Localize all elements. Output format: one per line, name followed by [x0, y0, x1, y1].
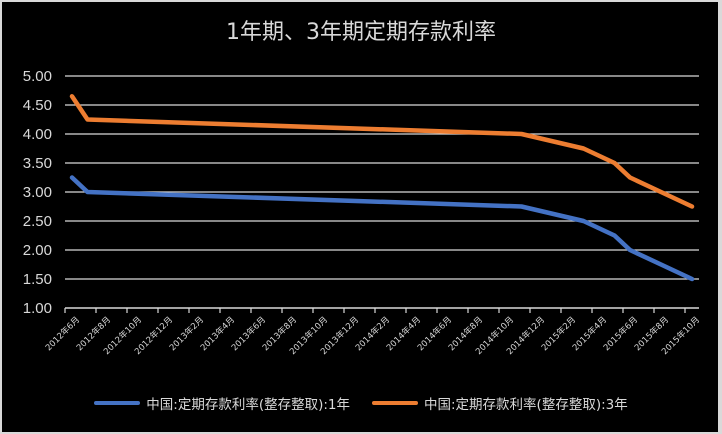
legend: 中国:定期存款利率(整存整取):1年 中国:定期存款利率(整存整取):3年	[0, 393, 722, 413]
legend-swatch-orange	[372, 401, 418, 405]
y-tick-label: 3.50	[23, 155, 52, 172]
legend-label-3year: 中国:定期存款利率(整存整取):3年	[424, 397, 628, 413]
chart-title: 1年期、3年期定期存款利率	[226, 20, 496, 45]
series-line-0	[69, 175, 695, 282]
y-tick-label: 2.00	[23, 242, 52, 259]
legend-swatch-blue	[94, 401, 141, 405]
y-tick-label: 1.50	[23, 271, 52, 288]
y-tick-label: 3.00	[23, 184, 52, 201]
data-lines	[69, 94, 695, 282]
series-line-1	[69, 94, 695, 209]
y-tick-label: 2.50	[23, 213, 52, 230]
x-axis: 2012年6月2012年8月2012年10月2012年12月2013年2月201…	[43, 307, 702, 357]
y-tick-label: 1.00	[23, 300, 52, 317]
legend-label-1year: 中国:定期存款利率(整存整取):1年	[146, 397, 350, 413]
y-axis-labels: 5.00 4.50 4.00 3.50 3.00 2.50 2.00 1.50 1.00	[23, 68, 52, 317]
legend-item-1year[interactable]: 中国:定期存款利率(整存整取):1年	[94, 393, 350, 413]
y-tick-label: 4.50	[23, 97, 52, 114]
y-tick-label: 5.00	[23, 68, 52, 85]
y-tick-label: 4.00	[23, 126, 52, 143]
gridlines	[65, 75, 699, 280]
legend-item-3year[interactable]: 中国:定期存款利率(整存整取):3年	[372, 393, 628, 413]
